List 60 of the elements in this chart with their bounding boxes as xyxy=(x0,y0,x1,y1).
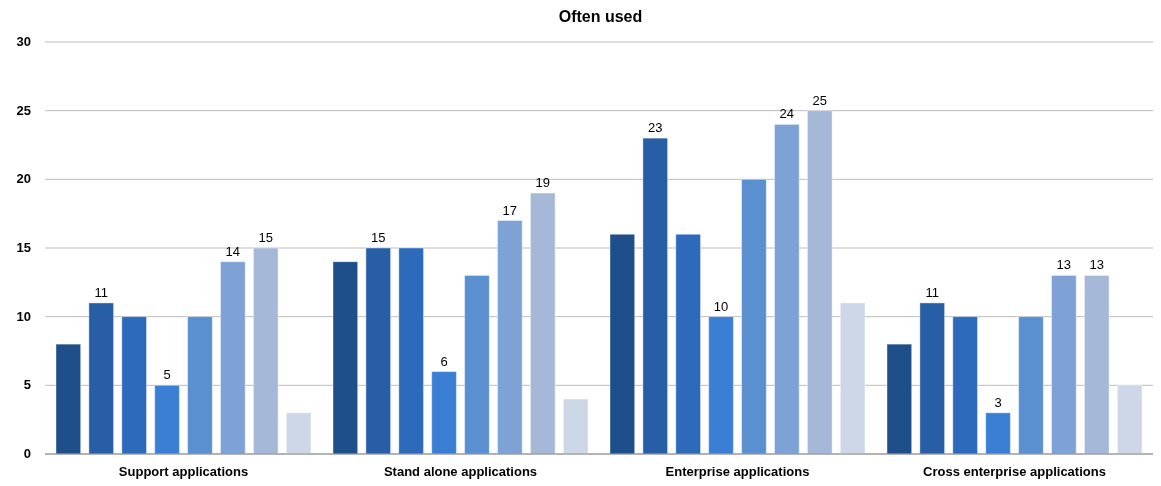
bar xyxy=(365,247,392,455)
bar xyxy=(187,316,213,455)
data-label: 19 xyxy=(535,175,550,191)
bar xyxy=(642,137,669,455)
bar xyxy=(121,316,147,455)
x-tick-label: Support applications xyxy=(118,464,249,479)
bar xyxy=(774,123,800,455)
bar xyxy=(675,233,701,455)
y-tick-label: 5 xyxy=(23,377,31,393)
bar xyxy=(741,178,767,455)
data-label: 11 xyxy=(94,284,108,300)
data-label: 10 xyxy=(713,298,729,314)
bar xyxy=(88,302,115,455)
data-label: 13 xyxy=(1089,257,1104,273)
bar xyxy=(398,247,424,455)
data-label: 17 xyxy=(502,202,518,218)
y-tick-label: 0 xyxy=(23,446,31,461)
bar xyxy=(1116,384,1143,455)
chart-title: Often used xyxy=(558,8,643,25)
bar xyxy=(154,384,180,455)
bar xyxy=(1018,316,1044,455)
bar xyxy=(1051,274,1077,455)
bar xyxy=(332,261,359,455)
data-label: 3 xyxy=(994,394,1002,410)
bar xyxy=(497,220,523,455)
bar xyxy=(609,233,636,455)
data-label: 14 xyxy=(225,243,241,259)
data-label: 25 xyxy=(812,92,827,108)
bar xyxy=(985,412,1011,455)
y-tick-label: 30 xyxy=(16,34,31,49)
y-tick-label: 10 xyxy=(16,308,31,324)
bar xyxy=(562,398,589,455)
bar xyxy=(285,412,312,455)
y-tick-label: 20 xyxy=(16,171,31,187)
bar xyxy=(919,302,946,455)
y-tick-label: 25 xyxy=(16,102,31,118)
bar xyxy=(529,192,556,455)
data-label: 11 xyxy=(925,284,939,300)
bar xyxy=(431,371,457,455)
y-tick-label: 15 xyxy=(16,240,31,255)
bar xyxy=(708,316,734,455)
data-label: 6 xyxy=(440,353,448,369)
bar xyxy=(464,274,490,455)
x-tick-label: Cross enterprise applications xyxy=(923,464,1106,479)
bar xyxy=(55,343,82,455)
bar xyxy=(886,343,913,455)
data-label: 24 xyxy=(779,106,795,122)
x-tick-label: Enterprise applications xyxy=(665,464,810,479)
data-label: 15 xyxy=(258,230,273,245)
data-label: 15 xyxy=(371,230,386,245)
data-label: 13 xyxy=(1056,257,1072,273)
bar xyxy=(252,247,279,455)
data-label: 23 xyxy=(648,120,663,136)
bar xyxy=(220,261,246,455)
bar xyxy=(839,302,866,455)
data-label: 5 xyxy=(163,367,171,383)
x-tick-label: Stand alone applications xyxy=(383,464,538,479)
bar xyxy=(952,316,978,455)
bar xyxy=(806,110,833,455)
bar xyxy=(1083,274,1110,455)
